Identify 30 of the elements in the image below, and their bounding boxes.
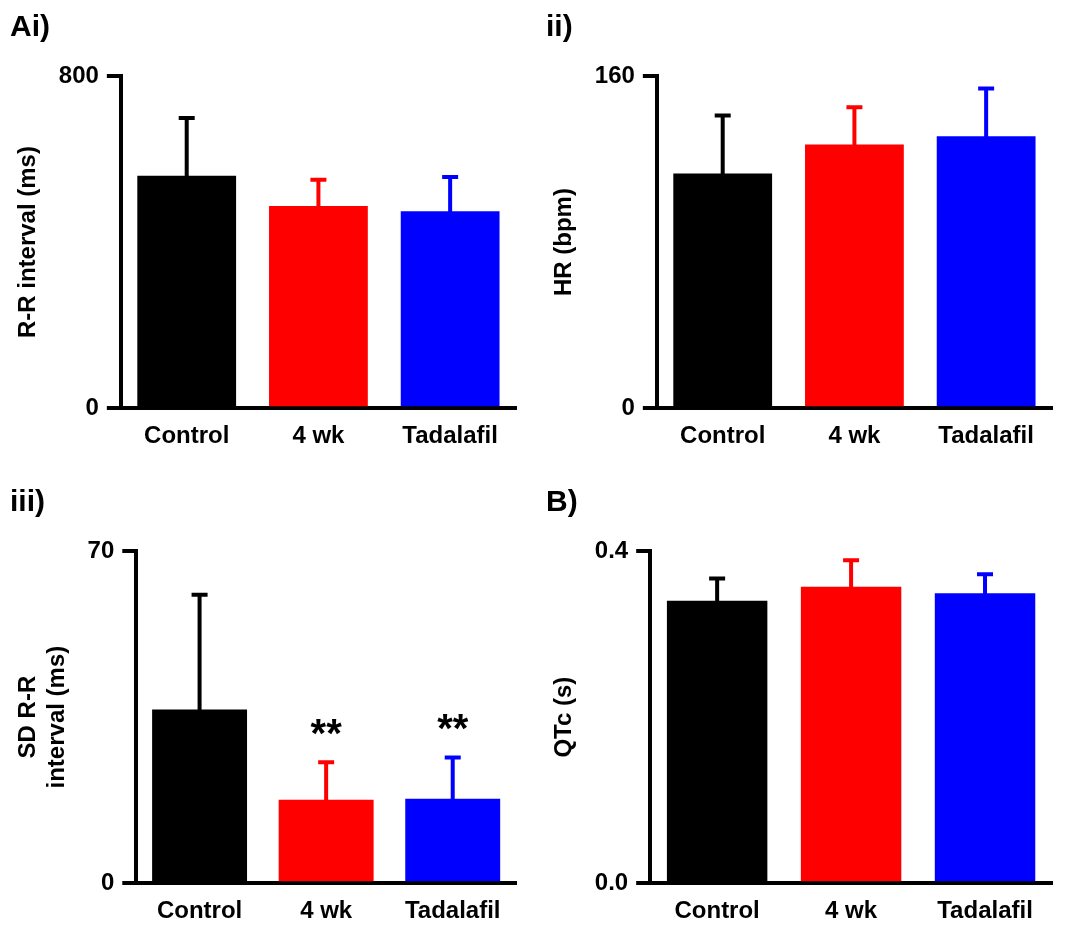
y-tick-label: 800 (58, 60, 99, 88)
annotation: ** (310, 711, 343, 756)
y-tick-label: 160 (594, 60, 635, 88)
x-tick-label: Control (674, 896, 760, 924)
y-tick-label: 0.0 (594, 867, 629, 895)
x-tick-label: Control (680, 421, 766, 449)
x-tick-label: 4 wk (825, 896, 878, 924)
y-axis-title: HR (bpm) (549, 188, 577, 297)
chart-title: B) (546, 484, 578, 518)
annotation: ** (437, 706, 469, 751)
y-tick-label: 0 (100, 867, 115, 895)
x-tick-label: Control (156, 896, 243, 924)
chart-title: ii) (546, 9, 573, 43)
y-tick-label: 0 (85, 392, 99, 420)
x-tick-label: 4 wk (300, 896, 353, 924)
x-tick-label: Tadalafil (404, 896, 501, 924)
x-tick-label: Tadalafil (937, 896, 1033, 924)
y-tick-label: 0 (621, 392, 635, 420)
y-axis-title: QTc (s) (549, 676, 577, 758)
y-tick-label: 70 (87, 535, 115, 563)
x-tick-label: Tadalafil (402, 421, 498, 449)
x-tick-label: 4 wk (828, 421, 882, 449)
x-tick-label: Control (144, 421, 230, 449)
y-axis-title: SD R-R interval (ms) (13, 645, 69, 789)
y-axis-title: R-R interval (ms) (13, 146, 41, 339)
chart-title: Ai) (10, 9, 50, 43)
x-tick-label: 4 wk (292, 421, 346, 449)
x-tick-label: Tadalafil (938, 421, 1034, 449)
chart-title: iii) (10, 484, 45, 518)
y-tick-label: 0.4 (594, 535, 629, 563)
